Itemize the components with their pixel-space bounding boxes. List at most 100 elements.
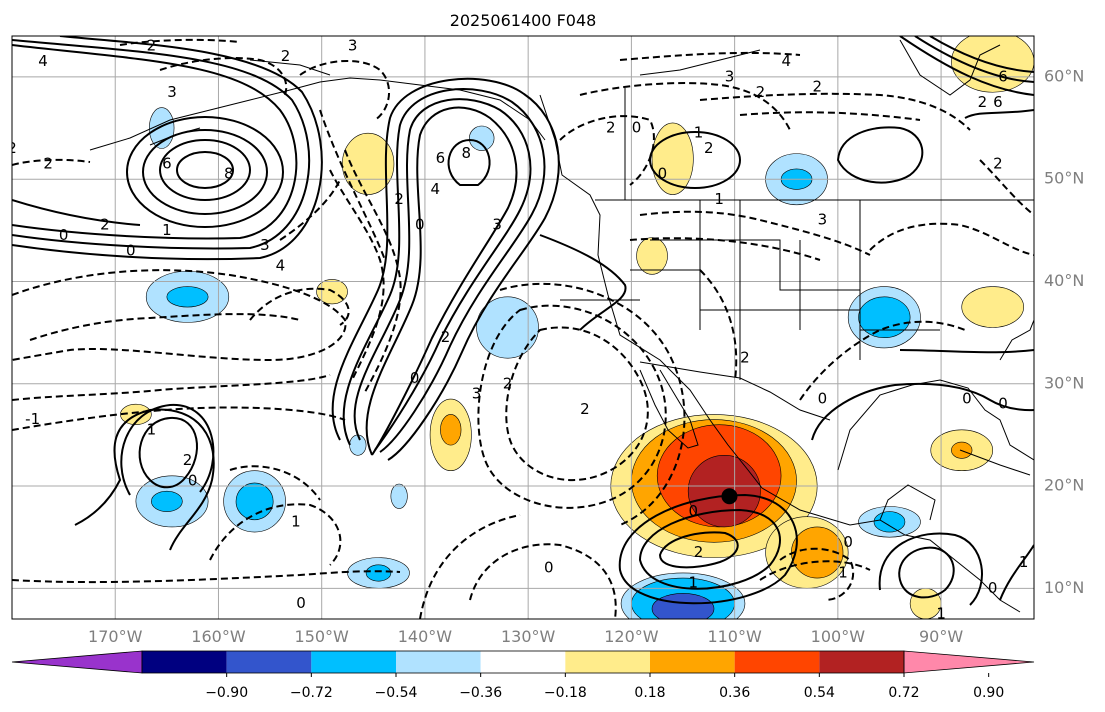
contour-line — [499, 282, 686, 526]
contour-label: 2 — [694, 543, 704, 561]
contour-label: 2 — [993, 154, 1003, 172]
contour-line — [539, 234, 627, 331]
contour-label: 0 — [658, 165, 668, 183]
contour-line — [559, 115, 655, 186]
shaded-anomaly-area — [951, 36, 1034, 93]
shaded-anomaly-area — [469, 125, 495, 151]
contour-label: 2 — [978, 93, 988, 111]
colorbar-tick-label: 0.54 — [804, 685, 835, 701]
contour-label: 0 — [843, 533, 853, 551]
contour-line — [914, 36, 1034, 83]
contour-label: 2 — [43, 154, 53, 172]
contour-line — [779, 547, 855, 601]
colorbar-extend-high — [903, 650, 1035, 674]
contour-line — [29, 313, 301, 341]
contour-label: 0 — [126, 241, 136, 259]
graticule — [12, 36, 1034, 619]
contour-label: 6 — [162, 154, 172, 172]
contour-line — [469, 543, 617, 619]
contour-line — [329, 169, 385, 381]
contour-label: 1 — [838, 563, 848, 581]
contour-label: 1 — [694, 124, 704, 142]
colorbar-tick-label: −0.54 — [375, 685, 418, 701]
contour-line — [12, 199, 141, 226]
latitude-tick-labels: 60°N 50°N 40°N 30°N 20°N 10°N — [1044, 66, 1084, 596]
shaded-anomaly-area — [235, 482, 274, 521]
shaded-anomaly-area — [365, 564, 392, 582]
colorbar-tick-label: 0.90 — [973, 685, 1004, 701]
shaded-anomaly-area — [440, 414, 462, 446]
contour-label: 2 — [503, 374, 513, 392]
contour-line — [159, 57, 288, 96]
contour-line — [331, 77, 560, 461]
contour-label: 0 — [962, 390, 972, 408]
longitude-tick-label: 100°W — [811, 627, 866, 646]
longitude-tick-label: 140°W — [398, 627, 453, 646]
colorbar-segment — [650, 651, 735, 673]
contour-label: 3 — [818, 211, 828, 229]
contour-line — [649, 131, 742, 189]
shaded-anomaly-area — [166, 286, 209, 308]
contour-line — [979, 159, 1034, 216]
contour-line — [12, 36, 323, 261]
storm-center-marker — [721, 488, 738, 505]
contour-label: 4 — [38, 52, 48, 70]
contour-line — [353, 98, 532, 451]
contour-line — [279, 179, 341, 241]
contour-line — [249, 287, 350, 326]
contour-label: 3 — [472, 384, 482, 402]
contour-line — [658, 531, 739, 569]
contour-line — [209, 503, 342, 566]
contour-label: 1 — [936, 604, 946, 622]
contour-label: 1 — [147, 420, 157, 438]
colorbar-segment — [311, 651, 396, 673]
shaded-anomaly-area — [961, 286, 1024, 328]
latitude-tick-label: 10°N — [1044, 578, 1084, 597]
contour-line — [869, 222, 1034, 256]
shaded-anomaly-area — [858, 296, 911, 339]
colorbar-outline — [141, 650, 905, 674]
latitude-tick-label: 40°N — [1044, 271, 1084, 290]
contour-label: 8 — [461, 144, 471, 162]
longitude-tick-label: 120°W — [604, 627, 659, 646]
colorbar-tick-label: −0.72 — [290, 685, 333, 701]
colorbar-segment — [480, 651, 566, 673]
contour-label: 2 — [100, 216, 110, 234]
latitude-tick-label: 50°N — [1044, 169, 1084, 188]
contour-line — [629, 237, 821, 261]
contour-label: 3 — [348, 37, 358, 55]
contour-label: 2 — [580, 400, 590, 418]
contour-line — [639, 210, 871, 256]
contour-line — [878, 532, 983, 606]
contour-label: 3 — [725, 67, 735, 85]
contour-line — [899, 349, 1034, 354]
longitude-tick-label: 90°W — [919, 627, 963, 646]
contour-line — [739, 111, 921, 121]
colorbar-segment — [396, 651, 481, 673]
contour-label: -1 — [25, 410, 40, 428]
contour-label: 0 — [296, 594, 306, 612]
contour-label: 2 — [147, 37, 157, 55]
contour-label: 0 — [59, 226, 69, 244]
contour-label: 2 — [7, 139, 17, 157]
contour-label: 3 — [492, 216, 502, 234]
contour-line — [638, 508, 781, 590]
longitude-tick-label: 170°W — [88, 627, 143, 646]
colorbar-tick-label: 0.36 — [719, 685, 750, 701]
contour-line — [419, 514, 521, 619]
shaded-anomaly-area — [476, 296, 539, 359]
coastlines-and-borders — [89, 39, 1034, 613]
contour-label: 0 — [818, 390, 828, 408]
contour-line — [126, 116, 285, 228]
contour-lines — [12, 36, 1034, 619]
contour-label: 4 — [276, 257, 286, 275]
contour-label: 0 — [415, 216, 425, 234]
contour-line — [365, 106, 518, 456]
contour-line — [799, 320, 966, 401]
contour-label: 0 — [410, 369, 420, 387]
contour-line — [899, 36, 1034, 96]
contour-line — [12, 269, 347, 362]
contour-line — [811, 382, 1034, 441]
contour-line — [898, 546, 955, 599]
contour-line — [618, 493, 798, 605]
